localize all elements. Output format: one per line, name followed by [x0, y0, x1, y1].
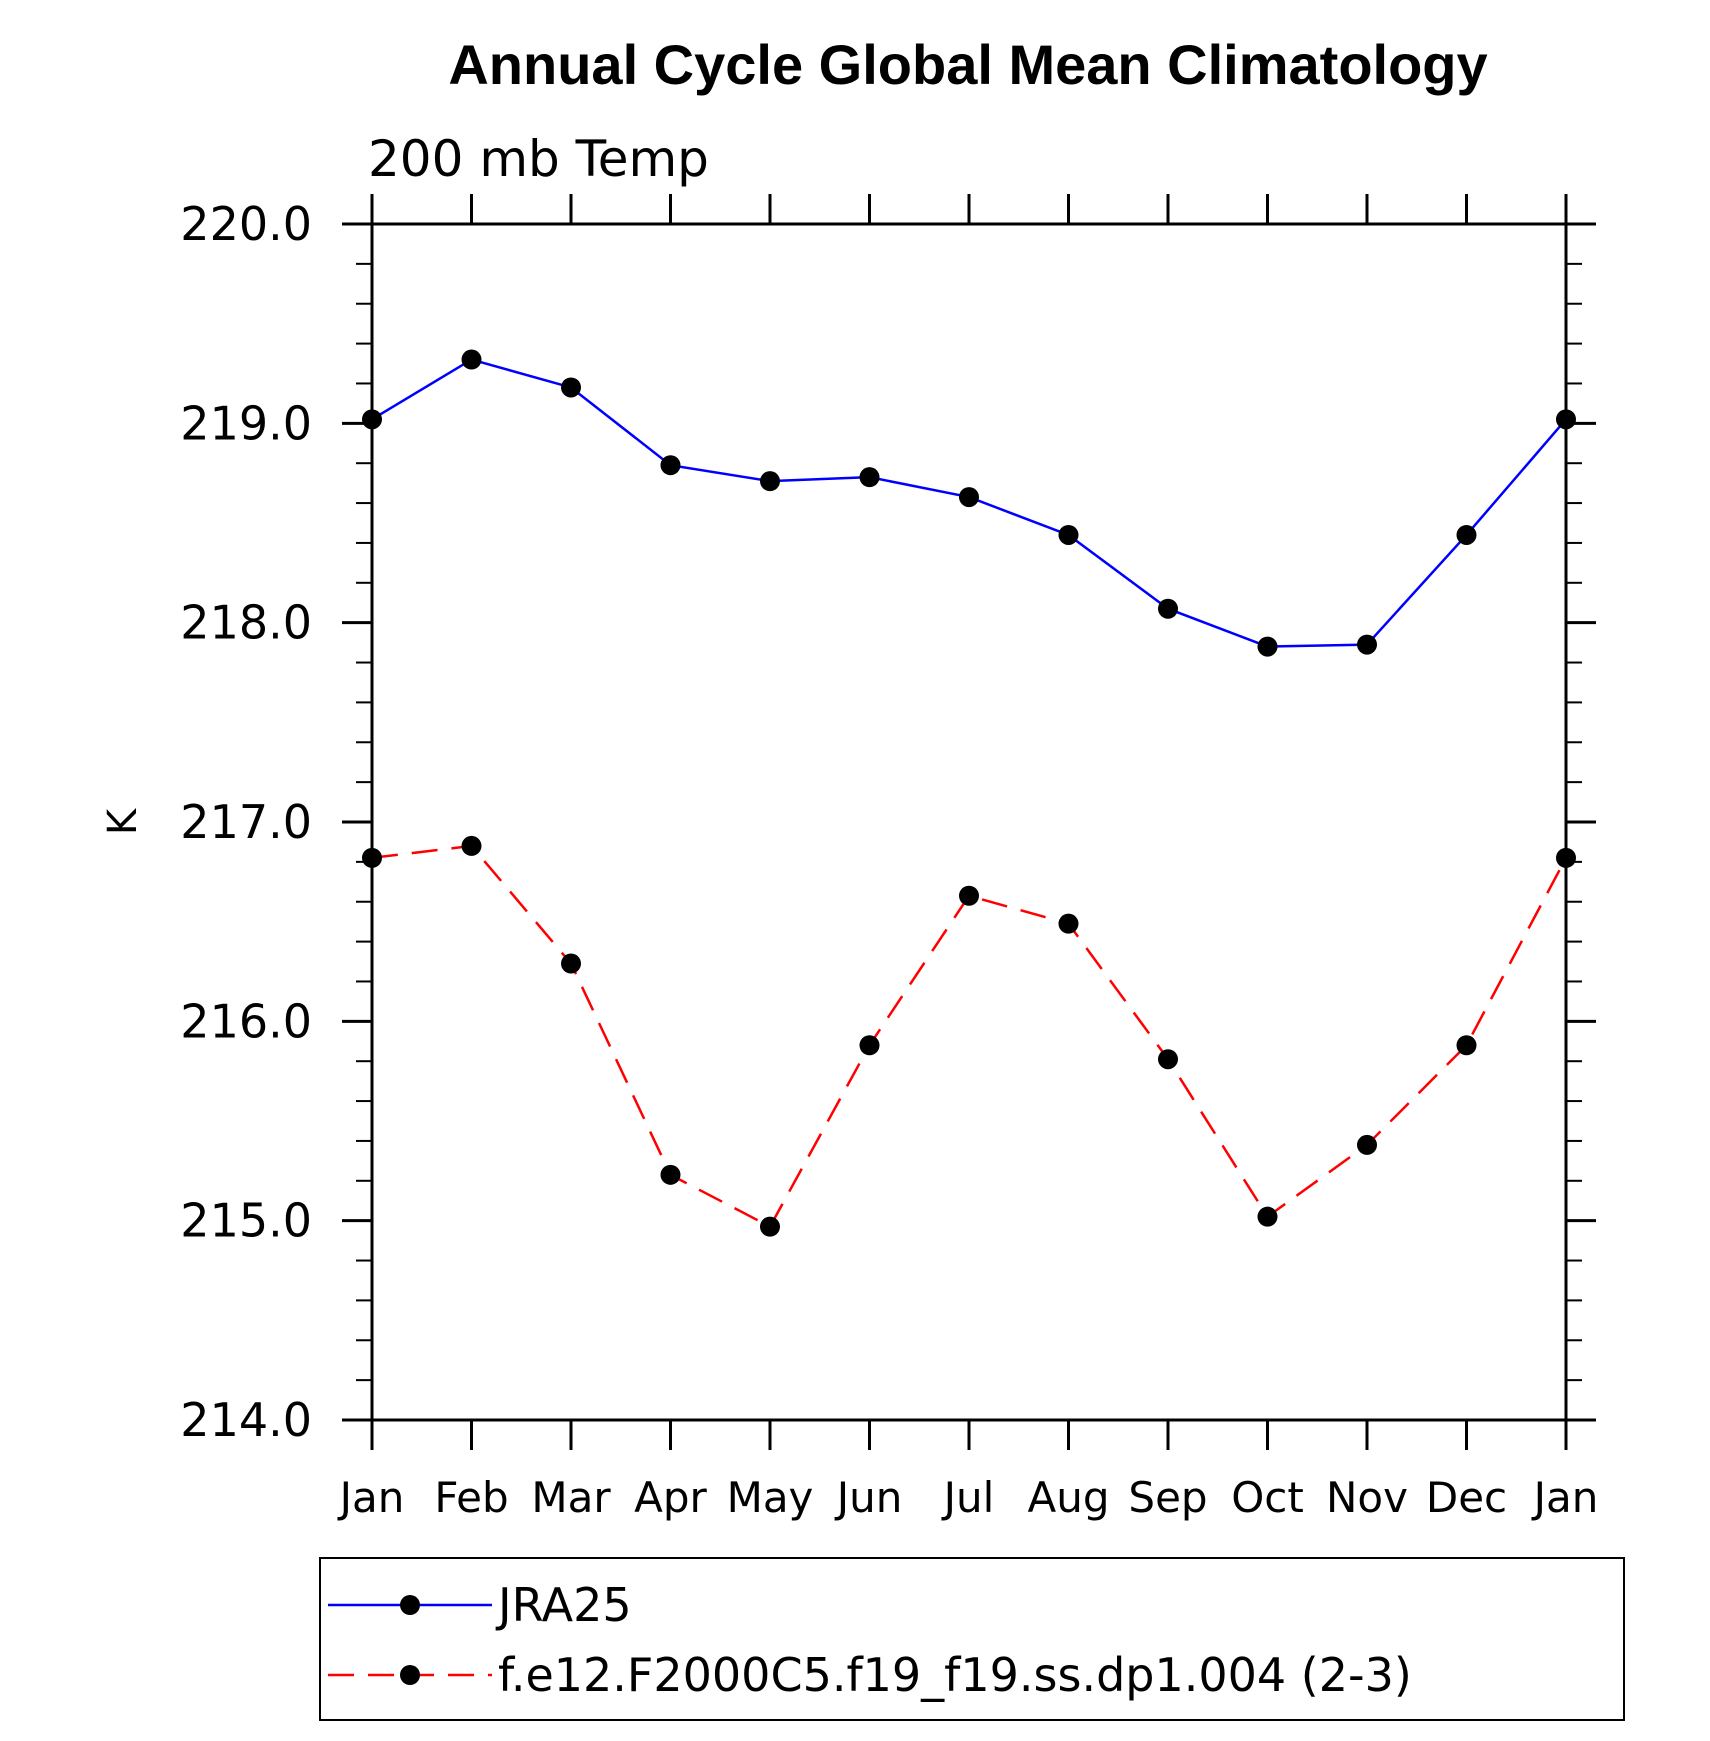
legend-label-1: JRA25 — [495, 1578, 632, 1632]
series-1-point — [1556, 409, 1576, 430]
x-tick-label: Jun — [834, 1473, 903, 1522]
series-2-point — [1456, 1035, 1477, 1056]
x-tick-label: May — [727, 1473, 814, 1522]
y-axis-label: K — [100, 807, 146, 835]
series-2-point — [760, 1216, 780, 1237]
series-1-point — [461, 349, 482, 370]
x-tick-label: Jan — [337, 1473, 405, 1522]
series-2-point — [362, 847, 382, 868]
plot-area: Jan Feb Mar Apr May Jun Jul Aug Sep Oct Nov Dec Jan 2… — [180, 194, 1598, 1522]
y-tick-label: 216.0 — [180, 994, 312, 1048]
legend: JRA25 f.e12.F2000C5.f19_f19.ss.dp1.004 (2… — [319, 1557, 1625, 1721]
series-1-point — [1456, 524, 1477, 545]
y-tick-label: 219.0 — [180, 396, 312, 450]
chart-title: Annual Cycle Global Mean Climatology — [448, 33, 1487, 96]
y-tick-label: 218.0 — [180, 596, 312, 650]
series-2-point — [1357, 1134, 1377, 1155]
legend-label-2: f.e12.F2000C5.f19_f19.ss.dp1.004 (2-3) — [498, 1648, 1412, 1702]
series-1-point — [1158, 598, 1178, 619]
series-2-point — [1556, 847, 1576, 868]
x-tick-label: Apr — [634, 1473, 707, 1522]
series-1-point — [1357, 634, 1377, 655]
series-2-point — [660, 1164, 681, 1185]
series-2-point — [461, 835, 482, 856]
plot-frame — [370, 222, 1568, 1422]
series-2-point — [561, 953, 581, 974]
chart-subtitle: 200 mb Temp — [368, 130, 709, 188]
y-tick-label: 220.0 — [180, 197, 312, 251]
series-2-point — [1158, 1049, 1178, 1070]
series-1-point — [859, 467, 880, 488]
series-1-point — [660, 455, 681, 476]
series-2-point — [1058, 913, 1079, 934]
series-1-point — [561, 377, 581, 398]
x-tick-label: Feb — [434, 1473, 508, 1522]
y-tick-label: 217.0 — [180, 795, 312, 849]
y-tick-label: 214.0 — [180, 1393, 312, 1447]
x-tick-label: Nov — [1326, 1473, 1408, 1522]
series-2-point — [959, 885, 979, 906]
series-1-point — [959, 487, 979, 508]
legend-marker-2 — [400, 1665, 420, 1685]
series-1-point — [760, 471, 780, 492]
x-tick-label: Sep — [1128, 1473, 1207, 1522]
series-2-point — [859, 1035, 880, 1056]
x-tick-label: Jan — [1531, 1473, 1599, 1522]
legend-marker-1 — [400, 1595, 420, 1615]
x-tick-label: Mar — [531, 1473, 611, 1522]
x-tick-label: Aug — [1027, 1473, 1109, 1522]
x-tick-label: Oct — [1231, 1473, 1304, 1522]
series-2-point — [1257, 1206, 1278, 1227]
series-1-point — [1058, 524, 1079, 545]
legend-box — [319, 1557, 1625, 1721]
x-tick-label: Dec — [1426, 1473, 1507, 1522]
x-tick-label: Jul — [941, 1473, 995, 1522]
series-1-point — [1257, 636, 1278, 657]
series-1-point — [362, 409, 382, 430]
y-tick-label: 215.0 — [180, 1194, 312, 1248]
